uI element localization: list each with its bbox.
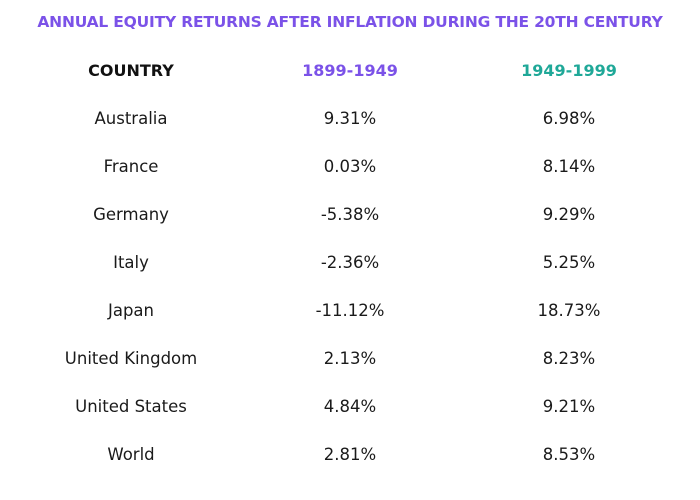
- table-cell-period-1899-1949: -2.36%: [320, 253, 380, 272]
- table-cell-country: France: [103, 157, 159, 176]
- table-cell-period-1899-1949: 2.81%: [323, 445, 377, 464]
- column-header-period-1949-1999: 1949-1999: [521, 61, 617, 80]
- table-cell-period-1899-1949: -11.12%: [315, 301, 385, 320]
- column-header-period-1899-1949: 1899-1949: [302, 61, 398, 80]
- table-cell-period-1949-1999: 9.21%: [542, 397, 596, 416]
- table-cell-country: United Kingdom: [64, 349, 198, 368]
- table-cell-period-1949-1999: 6.98%: [542, 109, 596, 128]
- table-cell-period-1949-1999: 8.53%: [542, 445, 596, 464]
- table-cell-country: Japan: [107, 301, 155, 320]
- table-cell-period-1949-1999: 9.29%: [542, 205, 596, 224]
- table-cell-period-1899-1949: 0.03%: [323, 157, 377, 176]
- table-cell-country: World: [107, 445, 155, 464]
- table-cell-period-1949-1999: 18.73%: [537, 301, 601, 320]
- table-cell-period-1949-1999: 5.25%: [542, 253, 596, 272]
- table-cell-period-1899-1949: 2.13%: [323, 349, 377, 368]
- table-cell-country: United States: [75, 397, 187, 416]
- table-cell-period-1949-1999: 8.14%: [542, 157, 596, 176]
- table-cell-period-1949-1999: 8.23%: [542, 349, 596, 368]
- table-cell-period-1899-1949: -5.38%: [320, 205, 380, 224]
- table-cell-country: Germany: [93, 205, 169, 224]
- table-cell-country: Italy: [113, 253, 149, 272]
- table-cell-country: Australia: [94, 109, 168, 128]
- table-cell-period-1899-1949: 4.84%: [323, 397, 377, 416]
- table-cell-period-1899-1949: 9.31%: [323, 109, 377, 128]
- column-header-country: COUNTRY: [88, 61, 174, 80]
- table-title: ANNUAL EQUITY RETURNS AFTER INFLATION DU…: [37, 13, 663, 31]
